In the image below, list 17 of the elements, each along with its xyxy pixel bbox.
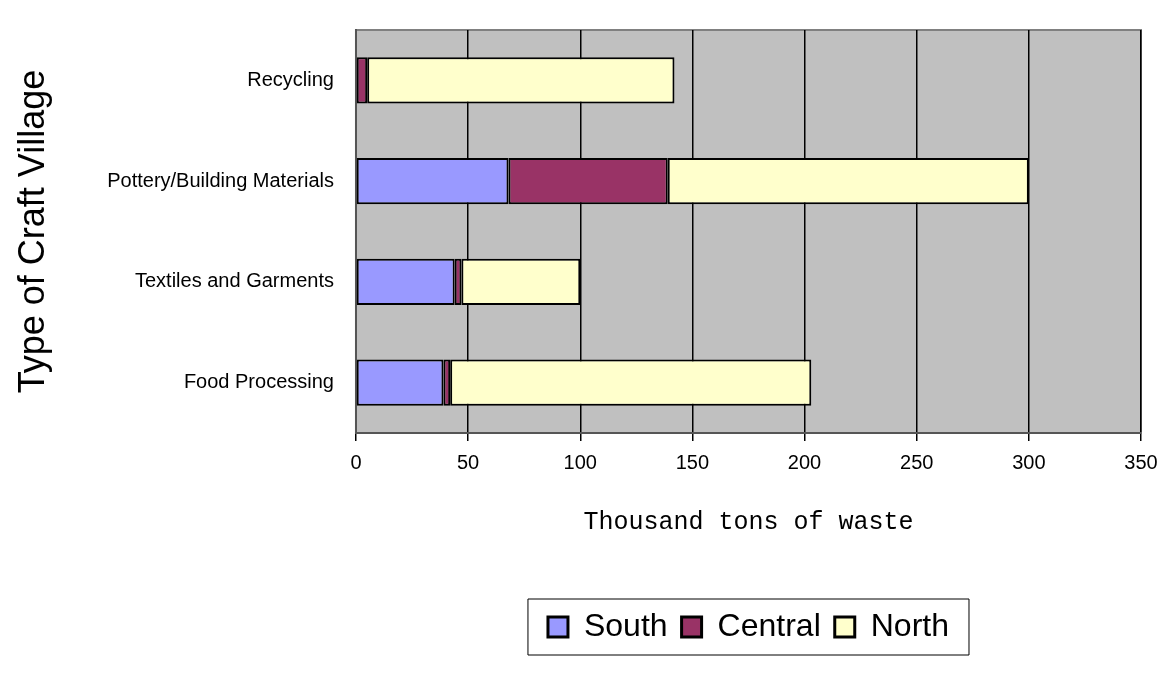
- legend-label: South: [583, 606, 668, 643]
- legend-label: Central: [717, 606, 821, 643]
- x-tick-label: 300: [1012, 450, 1046, 473]
- legend-label: North: [870, 606, 949, 643]
- y-tick-label: Food Processing: [183, 370, 334, 393]
- y-axis-title: Type of Craft Village: [10, 69, 52, 394]
- x-tick-label: 100: [563, 450, 597, 473]
- x-tick-label: 0: [350, 450, 362, 473]
- x-tick-label: 50: [456, 450, 480, 473]
- x-tick-label: 150: [675, 450, 710, 473]
- y-tick-label: Textiles and Garments: [134, 269, 334, 292]
- x-tick-label: 250: [900, 450, 934, 473]
- y-tick-label: Recycling: [247, 67, 334, 90]
- x-tick-label: 200: [787, 450, 822, 473]
- y-tick-label: Pottery/Building Materials: [107, 168, 334, 191]
- x-tick-label: 350: [1124, 450, 1158, 473]
- x-axis-title: Thousand tons of waste: [583, 507, 914, 537]
